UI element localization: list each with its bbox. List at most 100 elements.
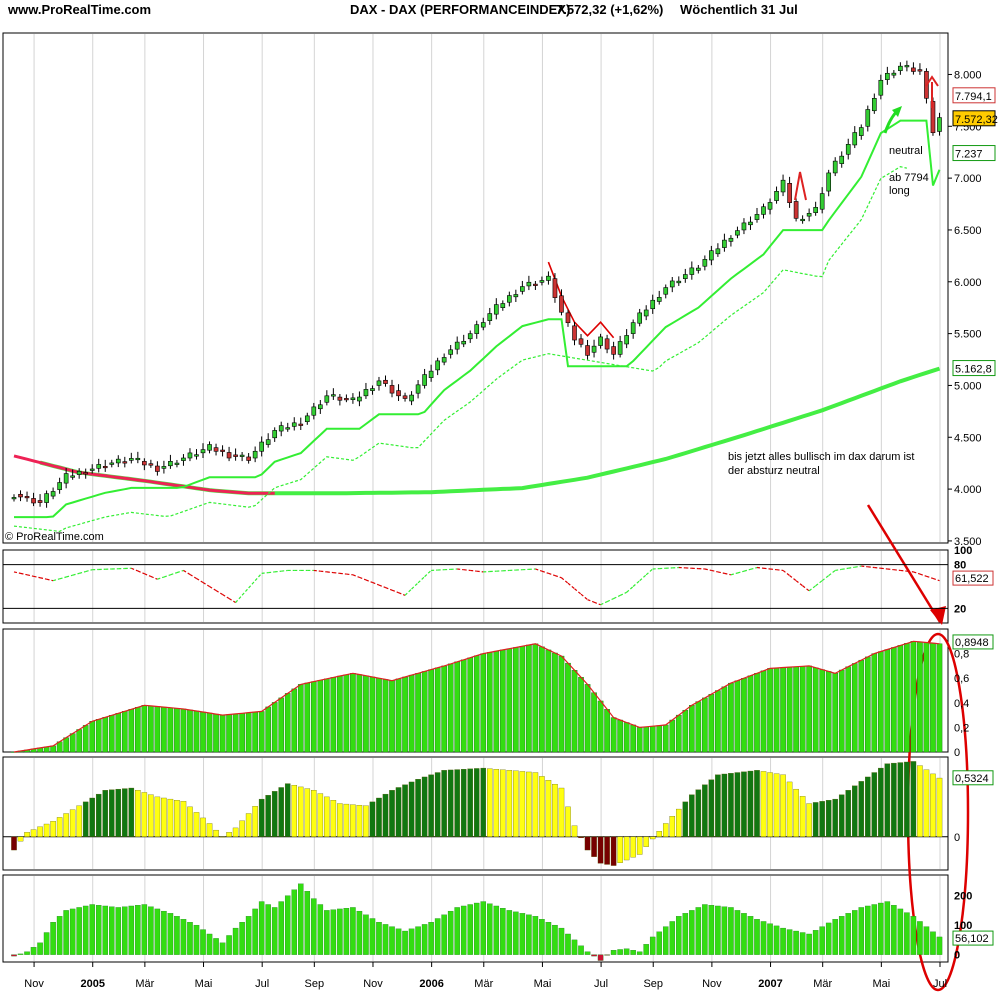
y-tick-label: 6.000 [954,277,982,289]
momentum-bar [923,642,930,753]
momentum-bar [741,678,747,753]
candle [415,384,421,394]
momentum-bar [506,648,513,753]
osc-segment [137,570,145,575]
momentum-bar [115,713,122,753]
osc-segment [867,566,875,569]
candle [911,67,916,72]
momentum-bar [565,662,571,753]
histogram-bar [389,790,395,837]
volume-bar [630,950,636,955]
histogram-bar [298,786,304,837]
volume-bar [578,945,584,955]
candle [533,283,538,286]
candle [233,454,238,457]
histogram-bar [148,794,154,837]
candle [259,441,264,452]
osc-segment [782,569,790,577]
volume-bar [734,910,741,955]
volume-bar [506,910,513,955]
candle [331,394,336,397]
osc-segment [750,566,758,570]
momentum-bar [447,663,454,753]
x-tick-label: Sep [305,978,325,990]
osc-segment [202,581,210,588]
momentum-bar [675,714,682,753]
osc-segment [20,572,28,576]
candle [813,207,818,213]
volume-bar [689,910,695,955]
osc-segment [470,569,477,572]
volume-bar [806,933,812,955]
osc-segment [730,572,738,576]
candle [689,267,695,275]
candle [57,482,62,490]
volume-bar [30,947,37,955]
histogram-bar [513,770,519,837]
site-url[interactable]: www.ProRealTime.com [8,2,152,17]
volume-bar [610,950,617,955]
candle [155,465,160,472]
momentum-bar [623,722,630,753]
candle [70,475,75,478]
candle [207,444,212,451]
volume-bar [128,905,135,955]
hist-value-label: 0,5324 [955,773,989,785]
momentum-bar [356,674,363,753]
histogram-bar [617,836,623,863]
momentum-bar [245,712,252,753]
histogram-bar [161,797,167,837]
momentum-bar [278,697,285,753]
volume-bar [812,930,819,955]
histogram-bar [434,772,441,837]
histogram-bar [780,774,786,837]
histogram-bar [819,801,825,837]
osc-segment [261,572,269,574]
histogram-bar [500,769,506,837]
histogram-bar [721,773,728,837]
vol-value-label: 56,102 [955,933,989,945]
momentum-bar [330,677,337,753]
momentum-bar [167,707,174,753]
momentum-bar [513,647,519,753]
candle [572,325,577,341]
histogram-bar [219,836,226,838]
osc-segment [352,574,360,578]
histogram-bar [578,836,584,839]
osc-segment [711,569,719,573]
momentum-bar [721,686,728,753]
momentum-bar [728,682,734,753]
candle [448,349,453,355]
histogram-bar [493,769,500,837]
momentum-bar [812,667,819,753]
momentum-bar [702,697,708,753]
momentum-bar [291,688,298,753]
histogram-bar [441,770,447,837]
histogram-bar [213,829,219,837]
osc-segment [704,568,712,572]
histogram-bar [50,821,56,837]
candle [44,493,49,503]
momentum-bar [271,702,278,753]
osc-segment [554,574,562,579]
volume-bar [258,901,265,955]
y-tick-label: 5.500 [954,329,982,341]
histogram-bar [180,801,187,837]
histogram-bar [754,770,760,837]
momentum-bar [63,737,69,753]
vol-tick-label: 0 [954,950,960,962]
volume-bar [643,944,649,955]
histogram-bar [343,803,350,837]
osc-segment [320,570,327,573]
momentum-bar [773,667,780,753]
osc-segment [235,594,243,603]
osc-segment [724,572,732,576]
candle [898,65,903,71]
volume-bar [193,924,200,955]
x-tick-label: 2005 [80,978,104,990]
momentum-bar [858,659,865,753]
momentum-bar [845,666,852,753]
candle [272,430,278,439]
histogram-bar [662,823,669,837]
osc-segment [900,569,907,572]
